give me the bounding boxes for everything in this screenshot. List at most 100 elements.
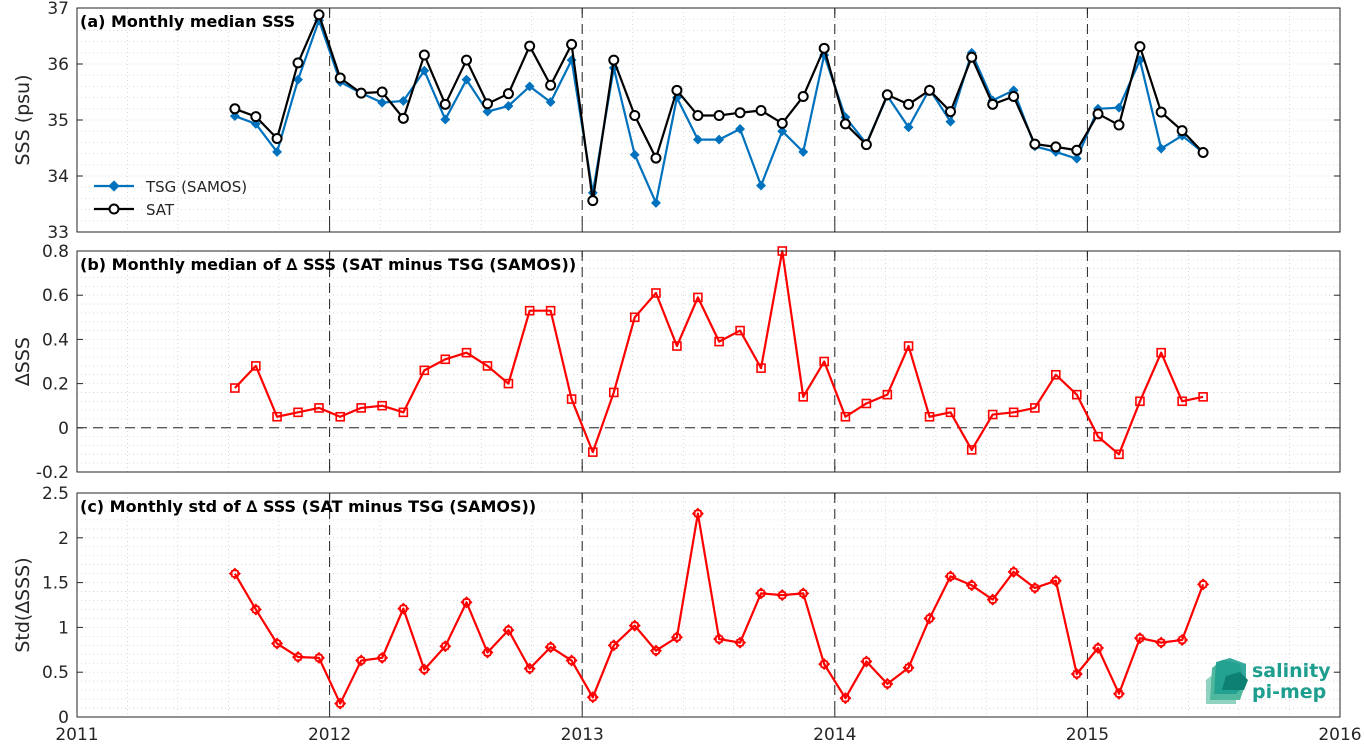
y-tick-label: 0.6 (42, 286, 69, 306)
y-tick-label: 36 (47, 55, 69, 75)
data-point (313, 9, 325, 21)
data-point (734, 107, 746, 119)
x-tick-label: 2016 (1318, 725, 1361, 745)
data-point (586, 691, 599, 704)
data-point (1113, 119, 1125, 131)
data-point (881, 677, 894, 690)
data-point (650, 152, 662, 164)
data-point (1008, 90, 1020, 102)
data-point (250, 111, 262, 123)
data-point (439, 640, 452, 653)
y-tick-label: 37 (47, 0, 69, 19)
data-point (965, 579, 978, 592)
panel-b-title: (b) Monthly median of ∆ SSS (SAT minus T… (80, 255, 576, 274)
data-point (418, 49, 430, 61)
data-point (1155, 106, 1167, 118)
data-point (544, 641, 557, 654)
data-point (881, 89, 893, 101)
data-point (713, 110, 725, 122)
panel-c-y-ticks: 0 0.5 1 1.5 2 2.5 (42, 484, 1340, 728)
y-tick-label: -0.2 (36, 463, 69, 483)
data-point (714, 134, 725, 145)
data-point (945, 116, 956, 127)
data-point (229, 103, 241, 115)
data-point (670, 631, 683, 644)
y-tick-label: 0 (58, 419, 69, 439)
panel-b-axes-box (76, 250, 1341, 473)
y-tick-label: 0.4 (42, 330, 69, 350)
data-point (651, 288, 661, 298)
data-point (629, 312, 640, 323)
series-line-0 (233, 512, 1205, 705)
data-point (588, 447, 598, 457)
data-point (607, 639, 620, 652)
data-point (734, 636, 747, 649)
data-point (1092, 108, 1104, 120)
x-tick-label: 2013 (561, 725, 604, 745)
data-point (1029, 138, 1041, 150)
data-point (1051, 369, 1061, 380)
data-point (818, 42, 830, 54)
data-point (671, 84, 683, 96)
data-point (672, 341, 682, 351)
data-point (271, 132, 283, 144)
data-point (1071, 153, 1082, 164)
data-point (776, 589, 789, 602)
panel-c-title: (c) Monthly std of ∆ SSS (SAT minus TSG … (80, 497, 536, 516)
data-point (944, 570, 957, 583)
data-point (691, 507, 704, 520)
data-point (692, 110, 704, 122)
y-tick-label: 34 (47, 167, 69, 187)
data-point (545, 305, 556, 316)
data-point (1112, 687, 1125, 700)
data-point (1071, 144, 1083, 156)
data-point (272, 146, 283, 157)
data-point (1049, 574, 1062, 587)
data-point (903, 122, 914, 133)
data-point (839, 118, 851, 130)
data-point (966, 51, 978, 63)
data-point (1197, 146, 1209, 158)
data-point (713, 633, 726, 646)
data-point (903, 341, 914, 351)
data-point (798, 392, 809, 402)
data-point (1176, 633, 1189, 646)
data-point (1156, 143, 1167, 154)
data-point (314, 403, 324, 413)
data-point (271, 637, 284, 650)
data-point (628, 619, 641, 632)
data-point (1050, 141, 1062, 153)
y-tick-label: 1.5 (42, 574, 69, 594)
y-tick-label: 35 (47, 111, 69, 131)
data-point (565, 654, 578, 667)
data-point (755, 587, 768, 600)
panel-c-series (228, 507, 1210, 710)
data-point (230, 383, 240, 393)
panel-b-y-ticks: -0.2 0 0.2 0.4 0.6 0.8 (36, 242, 1340, 483)
x-tick-label: 2015 (1066, 725, 1109, 745)
data-point (398, 407, 409, 418)
legend: TSG (SAMOS) SAT (94, 178, 247, 219)
data-point (860, 139, 872, 151)
data-point (649, 644, 662, 657)
panel-b-delta-sss: -0.2 0 0.2 0.4 0.6 0.8 (b) Monthly median of … (12, 242, 1341, 483)
data-point (840, 411, 851, 422)
y-tick-label: 0.5 (42, 663, 69, 683)
data-point (608, 54, 620, 66)
panel-a-y-ticks: 33 34 35 36 37 (47, 0, 1340, 243)
data-point (819, 356, 829, 367)
data-point (1198, 392, 1208, 402)
panel-b-year-lines (329, 251, 1088, 472)
data-point (334, 72, 346, 84)
panel-a-title: (a) Monthly median SSS (80, 12, 295, 31)
data-point (986, 593, 999, 606)
data-point (860, 655, 873, 668)
data-point (692, 134, 703, 145)
data-point (292, 57, 304, 69)
data-point (1091, 641, 1105, 655)
data-point (376, 86, 388, 98)
data-point (355, 654, 368, 667)
data-point (861, 398, 872, 409)
legend-tsg-label: TSG (SAMOS) (145, 178, 247, 196)
